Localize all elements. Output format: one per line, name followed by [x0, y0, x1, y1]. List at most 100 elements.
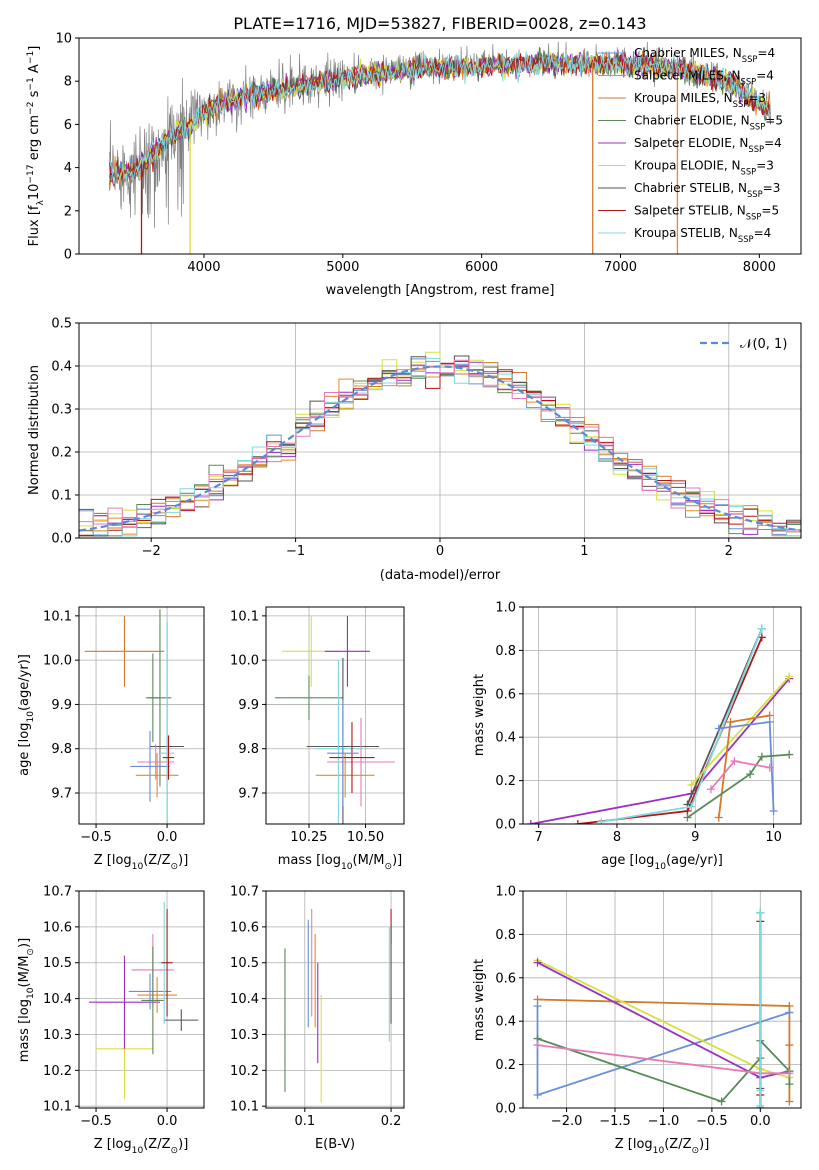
tick-label-y: 10.3 [230, 1028, 259, 1043]
axes-frame [522, 890, 802, 1109]
tick-label-y: 0.8 [495, 928, 516, 943]
mass-vs-Z-panel-plot-area [79, 891, 204, 1108]
spectrum-panel-plot-area [109, 41, 771, 254]
legend-entry: Salpeter ELODIE, NSSP=4 [634, 136, 782, 154]
mass-weight-marker [683, 813, 692, 822]
legend-entry: Salpeter MILES, NSSP=4 [634, 69, 774, 87]
x-axis-label: Z [log10(Z/Z⊙)] [94, 853, 189, 872]
y-axis-label: Normed distribution [27, 365, 42, 495]
tick-label-y: 0.2 [495, 1058, 516, 1073]
tick-label-x: 0 [436, 544, 444, 559]
normal-curve [79, 365, 801, 532]
tick-label-x: −2.0 [551, 1114, 583, 1129]
legend-entry: Chabrier ELODIE, NSSP=5 [634, 114, 783, 132]
tick-label-x: −1.0 [648, 1114, 680, 1129]
tick-label-y: 9.9 [238, 698, 259, 713]
axes-frame [78, 890, 205, 1109]
mass-weight-marker [756, 1101, 765, 1108]
tick-label-x: 0.0 [157, 1114, 178, 1129]
axes-frame [78, 37, 802, 255]
tick-label-y: 10.0 [43, 654, 72, 669]
model-spectrum-line [109, 50, 771, 185]
tick-label-y: 9.8 [238, 742, 259, 757]
age-vs-mass-panel-plot-area [266, 607, 404, 824]
mass-weight-marker [785, 1069, 794, 1078]
residual-histogram [79, 359, 801, 531]
age-vs-mass-panel: 10.25 10.50 9.7 9.8 9.9 10.0 10.1 mass [log10(M… [230, 606, 405, 872]
weight-vs-age-panel-plot-area [523, 607, 801, 824]
tick-label-y: 10.2 [43, 1064, 72, 1079]
mass-weight-marker [730, 757, 739, 766]
mass-weight-marker [769, 806, 778, 815]
weight-vs-Z-panel-plot-area [523, 891, 801, 1108]
mass-weight-marker [717, 1097, 726, 1106]
axes-frame [522, 606, 802, 825]
legend-entry: Salpeter STELIB, NSSP=5 [634, 204, 779, 222]
x-axis-label: Z [log10(Z/Z⊙)] [94, 1137, 189, 1156]
mass-weight-marker [756, 908, 765, 917]
tick-label-x: 6000 [465, 260, 498, 275]
tick-label-y: 0.4 [495, 1015, 516, 1030]
mass-weight-marker [757, 752, 766, 761]
y-axis-label: mass weight [472, 674, 487, 756]
age-vs-Z-panel-plot-area [79, 607, 204, 824]
tick-label-x: 4000 [187, 260, 220, 275]
tick-label-y: 0.0 [495, 1102, 516, 1117]
tick-label-y: 0.1 [51, 489, 72, 504]
tick-label-x: −1.5 [599, 1114, 631, 1129]
tick-label-x: −0.5 [80, 830, 112, 845]
tick-label-x: 1 [580, 544, 588, 559]
tick-label-x: 8000 [743, 260, 776, 275]
tick-label-x: 8 [613, 830, 621, 845]
tick-label-x: 10.50 [347, 830, 384, 845]
age-vs-Z-panel: −0.5 0.0 9.7 9.8 9.9 10.0 10.1 Z [log10(Z/Z⊙)] a… [17, 606, 205, 872]
mass-weight-marker [785, 1041, 794, 1050]
mass-weight-marker [714, 724, 723, 733]
mass-weight-line [710, 760, 770, 790]
panels-group: 4000 5000 6000 7000 8000 0 2 4 6 8 10 wavelength [A… [17, 32, 802, 1156]
axes-frame [265, 606, 405, 825]
figure-title: PLATE=1716, MJD=53827, FIBERID=0028, z=0… [233, 14, 646, 33]
residual-histogram [79, 357, 801, 537]
mass-weight-marker [756, 1086, 765, 1095]
mass-weight-marker [687, 780, 696, 789]
tick-label-y: 0.4 [495, 731, 516, 746]
tick-label-y: 6 [64, 118, 72, 133]
tick-label-y: 10.2 [230, 1064, 259, 1079]
tick-label-y: 0.4 [51, 360, 72, 375]
tick-label-x: 5000 [326, 260, 359, 275]
tick-label-y: 0.0 [495, 818, 516, 833]
legend-entry: Kroupa STELIB, NSSP=4 [634, 226, 771, 244]
tick-label-y: 4 [64, 161, 72, 176]
mass-weight-marker [765, 763, 774, 772]
x-axis-label: (data-model)/error [380, 568, 501, 583]
tick-label-y: 10.4 [43, 992, 72, 1007]
tick-label-x: −1 [286, 544, 305, 559]
mass-vs-ebv-panel: 0.1 0.2 10.1 10.2 10.3 10.4 10.5 10.6 10.7 E(B-V) [230, 885, 405, 1152]
mass-weight-marker [765, 718, 774, 727]
mass-weight-marker [573, 820, 582, 824]
tick-label-x: −2 [142, 544, 161, 559]
tick-label-y: 0.0 [51, 532, 72, 547]
legend-entry: 𝒩(0, 1) [740, 337, 787, 352]
tick-label-y: 0.3 [51, 403, 72, 418]
legend-entry: Kroupa MILES, NSSP=3 [634, 91, 766, 109]
tick-label-y: 10.1 [43, 1100, 72, 1115]
mass-weight-marker [706, 785, 715, 794]
legend-entry: Kroupa ELODIE, NSSP=3 [634, 159, 774, 177]
x-axis-label: wavelength [Angstrom, rest frame] [326, 283, 555, 298]
tick-label-x: 0.0 [157, 830, 178, 845]
mass-vs-Z-panel: −0.5 0.0 10.1 10.2 10.3 10.4 10.5 10.6 10.7 Z [lo… [17, 885, 205, 1156]
tick-label-y: 10.7 [230, 885, 259, 900]
axes-frame [265, 890, 405, 1109]
tick-label-x: 7 [535, 830, 543, 845]
tick-label-y: 10.0 [230, 654, 259, 669]
tick-label-y: 2 [64, 204, 72, 219]
tick-label-x: 10 [765, 830, 782, 845]
mass-weight-marker [785, 1080, 794, 1089]
tick-label-y: 0.6 [495, 971, 516, 986]
x-axis-label: E(B-V) [315, 1137, 355, 1152]
tick-label-x: 7000 [604, 260, 637, 275]
tick-label-x: 0.1 [294, 1114, 315, 1129]
